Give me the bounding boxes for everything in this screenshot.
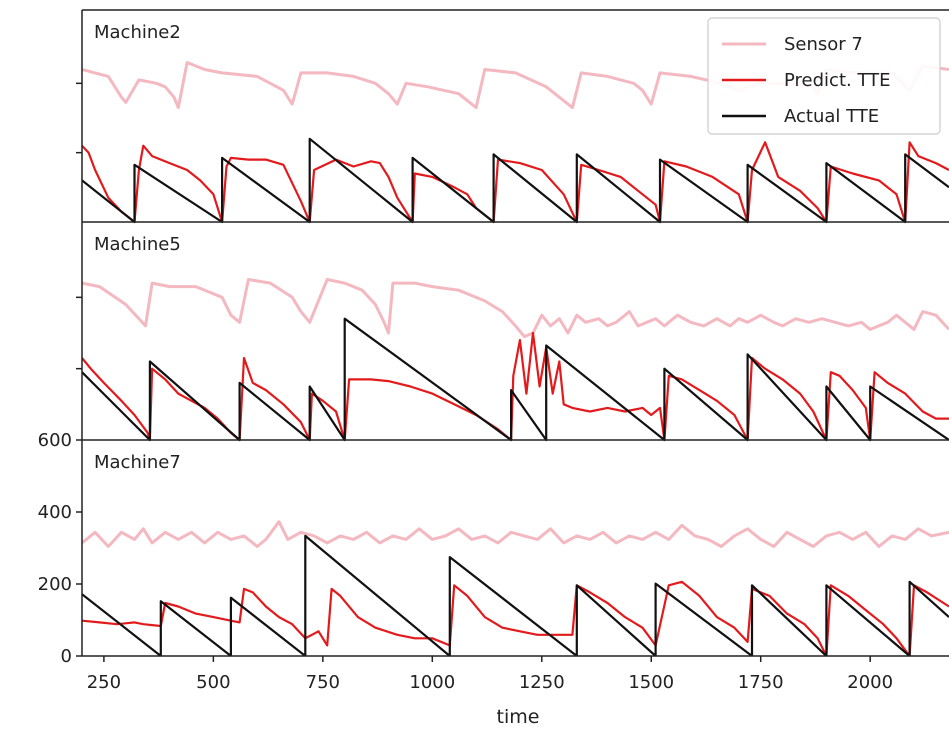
series-line-sensor-7 bbox=[82, 520, 949, 548]
x-tick-label: 250 bbox=[87, 672, 121, 693]
panels-layer: Machine2 Machine5 Machine7 bbox=[82, 22, 949, 656]
x-tick-label: 1750 bbox=[738, 672, 784, 693]
legend: Sensor 7 Predict. TTE Actual TTE bbox=[707, 17, 941, 135]
x-tick-label: 750 bbox=[306, 672, 340, 693]
series-line-actual-tte bbox=[82, 137, 949, 224]
x-tick-label: 2000 bbox=[847, 672, 893, 693]
y-tick-label: 400 bbox=[38, 502, 72, 523]
series-line-predict-tte bbox=[82, 141, 949, 224]
series-line-predict-tte bbox=[82, 331, 949, 442]
x-tick-label: 1500 bbox=[628, 672, 674, 693]
panel-machine5: Machine5 bbox=[82, 234, 949, 442]
panel-label: Machine5 bbox=[94, 234, 181, 255]
legend-label: Sensor 7 bbox=[784, 34, 863, 55]
axes-layer: 0 200 400 600 250 500 750 1000 1250 1500 1750 2000 bbox=[38, 9, 949, 693]
panel-label: Machine2 bbox=[94, 22, 181, 43]
x-tick-label: 500 bbox=[196, 672, 230, 693]
series-line-predict-tte bbox=[82, 580, 949, 656]
legend-label: Predict. TTE bbox=[784, 70, 891, 91]
y-tick-label: 600 bbox=[38, 430, 72, 451]
series-line-sensor-7 bbox=[82, 278, 949, 339]
series-line-actual-tte bbox=[82, 534, 949, 656]
y-tick-label: 200 bbox=[38, 574, 72, 595]
series-line-actual-tte bbox=[82, 317, 949, 442]
y-tick-label: 0 bbox=[61, 646, 72, 667]
panel-machine7: Machine7 bbox=[82, 452, 949, 656]
x-tick-label: 1250 bbox=[519, 672, 565, 693]
legend-label: Actual TTE bbox=[784, 106, 879, 127]
panel-label: Machine7 bbox=[94, 452, 181, 473]
x-axis-label: time bbox=[497, 706, 540, 728]
x-tick-label: 1000 bbox=[409, 672, 455, 693]
legend-box bbox=[707, 17, 941, 135]
